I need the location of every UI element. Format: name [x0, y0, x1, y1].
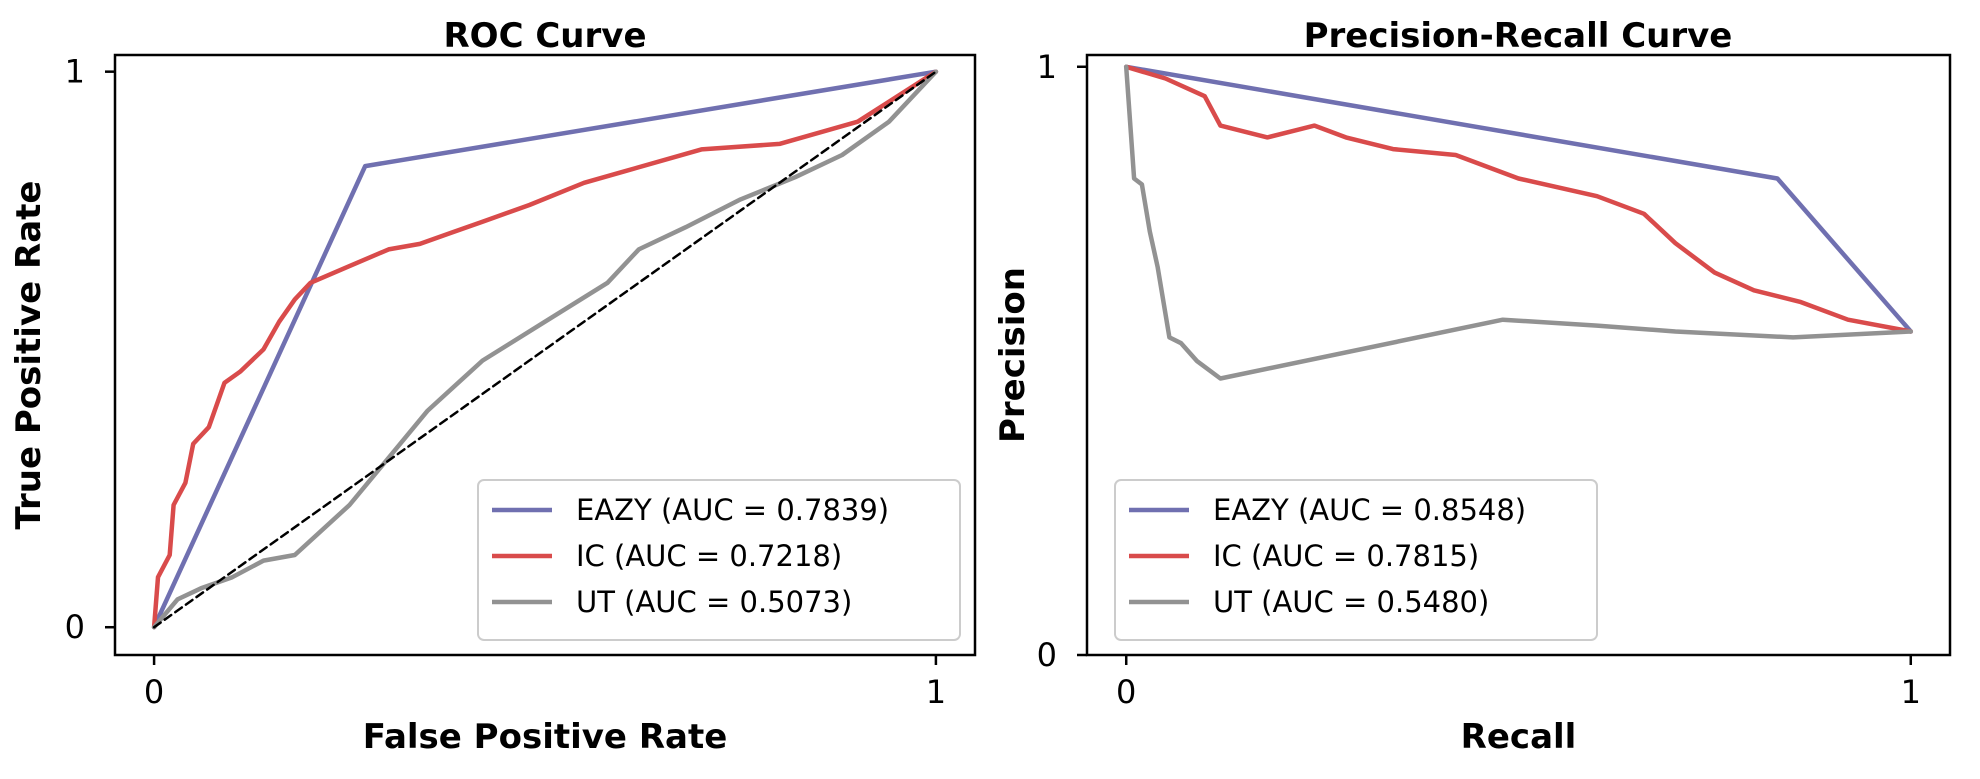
pr-legend-box: [1114, 479, 1598, 641]
pr-ytick-label-1: 1: [1037, 48, 1057, 86]
roc-xtick-label-0: 0: [144, 673, 164, 711]
pr-series-line-ut: [1123, 64, 1914, 381]
pr-series-line-eazy: [1123, 64, 1914, 334]
pr-legend-label-ut: UT (AUC = 0.5480): [1213, 585, 1489, 619]
pr-xtick-label-0: 0: [1116, 673, 1136, 711]
pr-ylabel: Precision: [993, 267, 1033, 443]
pr-xtick-label-1: 1: [1901, 673, 1921, 711]
roc-legend-box: [477, 479, 961, 641]
pr-title: Precision-Recall Curve: [1304, 16, 1733, 56]
pr-series-group: [1123, 64, 1914, 381]
pr-ytick-label-0: 0: [1037, 636, 1057, 674]
roc-xlabel: False Positive Rate: [363, 717, 728, 757]
roc-series-group: [151, 69, 939, 630]
roc-series-line-ic: [151, 69, 939, 630]
pr-xlabel: Recall: [1461, 717, 1577, 757]
roc-ytick-label-1: 1: [65, 53, 85, 91]
roc-legend-label-ic: IC (AUC = 0.7218): [576, 539, 842, 573]
pr-legend-label-ic: IC (AUC = 0.7815): [1213, 539, 1479, 573]
roc-series-line-chance: [152, 70, 938, 629]
roc-ylabel: True Positive Rate: [9, 181, 49, 530]
pr-series-line-ic: [1123, 64, 1914, 334]
roc-legend-label-ut: UT (AUC = 0.5073): [576, 585, 852, 619]
pr-axes-frame: [1085, 53, 1952, 657]
roc-title: ROC Curve: [443, 16, 646, 56]
pr-legend-label-eazy: EAZY (AUC = 0.8548): [1213, 493, 1526, 527]
roc-series-line-ut: [151, 69, 939, 630]
roc-series-line-eazy: [151, 69, 939, 630]
pr-legend: EAZY (AUC = 0.8548) IC (AUC = 0.7815) UT (…: [1114, 479, 1598, 641]
roc-ytick-label-0: 0: [65, 608, 85, 646]
roc-plot: ROC Curve 0 1 0 1 False Positive Rate True Pos…: [9, 16, 977, 757]
roc-axes-frame: [113, 53, 977, 657]
roc-legend-label-eazy: EAZY (AUC = 0.7839): [576, 493, 889, 527]
roc-xtick-label-1: 1: [926, 673, 946, 711]
roc-legend: EAZY (AUC = 0.7839) IC (AUC = 0.7218) UT (…: [477, 479, 961, 641]
pr-plot: Precision-Recall Curve 0 1 0 1 Recall Precisio…: [993, 16, 1952, 757]
